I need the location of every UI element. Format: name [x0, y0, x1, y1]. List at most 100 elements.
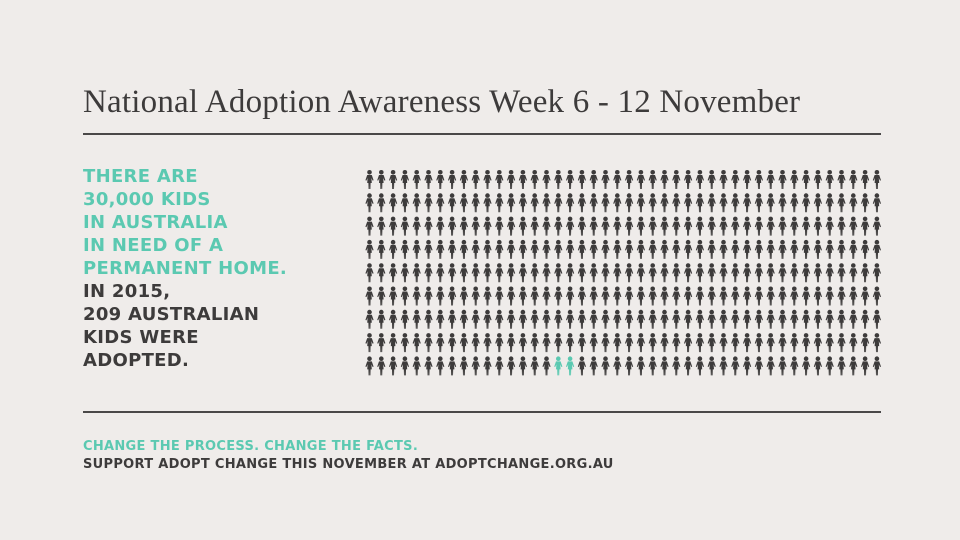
child-figure-icon — [577, 333, 586, 353]
child-figure-icon — [802, 356, 811, 376]
child-figure-icon — [660, 239, 669, 259]
child-figure-icon — [625, 239, 634, 259]
child-figure-icon — [448, 356, 457, 376]
child-figure-icon — [743, 309, 752, 329]
child-figure-icon — [625, 216, 634, 236]
child-figure-icon — [459, 333, 468, 353]
child-figure-icon — [518, 263, 527, 283]
child-figure-icon — [731, 239, 740, 259]
child-figure-icon — [542, 170, 551, 189]
stat-line: ADOPTED. — [83, 350, 190, 371]
child-figure-icon — [660, 333, 669, 353]
child-figure-icon — [412, 216, 421, 236]
child-figure-icon — [483, 309, 492, 329]
child-figure-icon — [731, 193, 740, 213]
child-figure-icon — [377, 193, 386, 213]
child-figure-icon — [636, 239, 645, 259]
child-figure-icon — [695, 309, 704, 329]
child-figure-icon — [872, 193, 881, 213]
child-figure-icon — [778, 193, 787, 213]
child-figure-icon — [684, 333, 693, 353]
child-figure-icon — [459, 356, 468, 376]
child-figure-icon — [613, 356, 622, 376]
child-figure-icon — [483, 239, 492, 259]
child-figure-icon — [825, 193, 834, 213]
child-figure-icon — [589, 356, 598, 376]
child-figure-icon — [566, 286, 575, 306]
child-figure-icon — [837, 170, 846, 189]
child-figure-icon — [542, 239, 551, 259]
child-figure-icon — [448, 263, 457, 283]
child-figure-icon — [695, 333, 704, 353]
child-figure-icon — [495, 286, 504, 306]
child-figure-icon — [483, 333, 492, 353]
child-figure-icon — [825, 333, 834, 353]
child-figure-icon — [518, 333, 527, 353]
child-figure-icon — [731, 216, 740, 236]
child-figure-icon — [707, 286, 716, 306]
child-figure-icon — [754, 286, 763, 306]
child-figure-icon — [518, 286, 527, 306]
child-figure-icon — [648, 356, 657, 376]
stat-line: KIDS WERE — [83, 327, 199, 348]
child-figure-icon — [483, 263, 492, 283]
child-figure-icon — [601, 333, 610, 353]
child-figure-icon — [672, 170, 681, 189]
child-figure-icon — [861, 333, 870, 353]
child-figure-icon — [707, 309, 716, 329]
child-figure-icon — [589, 216, 598, 236]
child-figure-icon — [837, 193, 846, 213]
child-figure-icon — [790, 216, 799, 236]
stat-line: IN NEED OF A — [83, 235, 224, 256]
child-figure-icon — [365, 309, 374, 329]
child-figure-icon — [389, 239, 398, 259]
child-figure-icon — [601, 193, 610, 213]
child-figure-icon — [636, 170, 645, 189]
child-figure-icon — [731, 356, 740, 376]
child-figure-icon — [636, 263, 645, 283]
child-figure-icon — [436, 239, 445, 259]
child-figure-icon — [660, 170, 669, 189]
child-figure-icon — [837, 263, 846, 283]
child-figure-icon — [861, 193, 870, 213]
child-figure-icon — [389, 309, 398, 329]
child-figure-icon — [766, 333, 775, 353]
child-figure-icon — [802, 333, 811, 353]
child-figure-icon — [542, 309, 551, 329]
child-figure-icon — [825, 356, 834, 376]
child-figure-icon — [743, 356, 752, 376]
child-figure-icon — [613, 239, 622, 259]
child-figure-icon — [566, 309, 575, 329]
child-figure-icon — [471, 170, 480, 189]
child-figure-icon — [400, 356, 409, 376]
child-figure-icon — [377, 356, 386, 376]
child-figure-icon — [542, 356, 551, 376]
child-figure-icon — [778, 263, 787, 283]
child-figure-icon — [530, 216, 539, 236]
child-figure-icon — [530, 263, 539, 283]
child-figure-icon — [813, 356, 822, 376]
child-figure-icon — [731, 170, 740, 189]
child-figure-icon — [719, 286, 728, 306]
child-figure-icon — [400, 193, 409, 213]
statistic-text: THERE ARE 30,000 KIDS IN AUSTRALIA IN NE… — [83, 165, 343, 372]
child-figure-icon — [743, 170, 752, 189]
child-figure-icon — [778, 333, 787, 353]
children-pictogram — [365, 170, 881, 376]
child-figure-icon — [448, 170, 457, 189]
child-figure-icon — [754, 193, 763, 213]
child-figure-icon — [837, 309, 846, 329]
child-figure-icon — [813, 216, 822, 236]
child-figure-icon — [507, 309, 516, 329]
child-figure-icon — [436, 193, 445, 213]
child-figure-icon — [577, 216, 586, 236]
child-figure-icon — [648, 239, 657, 259]
child-figure-icon — [837, 333, 846, 353]
child-figure-icon — [459, 216, 468, 236]
child-figure-icon — [507, 193, 516, 213]
child-figure-icon — [471, 356, 480, 376]
child-figure-icon — [448, 309, 457, 329]
child-figure-icon — [719, 309, 728, 329]
child-figure-icon — [377, 333, 386, 353]
child-figure-icon — [601, 216, 610, 236]
